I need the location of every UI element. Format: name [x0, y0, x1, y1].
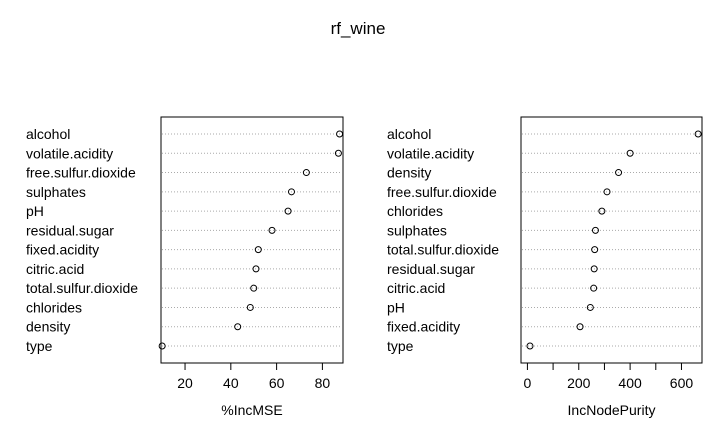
- row-label: pH: [387, 299, 405, 315]
- row-label: type: [26, 338, 53, 354]
- x-tick-label: 0: [524, 375, 532, 391]
- data-point: [336, 130, 344, 138]
- row-label: chlorides: [387, 203, 443, 219]
- data-point: [694, 130, 702, 138]
- x-tick-label: 400: [618, 375, 642, 391]
- data-point: [590, 265, 598, 273]
- row-label: volatile.acidity: [26, 145, 113, 161]
- row-label: fixed.acidity: [387, 319, 460, 335]
- row-label: free.sulfur.dioxide: [26, 165, 136, 181]
- plot-frame: [520, 116, 703, 364]
- data-point: [603, 188, 611, 196]
- row-label: sulphates: [26, 184, 86, 200]
- data-point: [284, 207, 292, 215]
- data-point: [268, 226, 276, 234]
- row-label: total.sulfur.dioxide: [26, 280, 138, 296]
- row-label: total.sulfur.dioxide: [387, 242, 499, 258]
- row-label: volatile.acidity: [387, 145, 474, 161]
- data-point: [626, 149, 634, 157]
- row-label: residual.sugar: [26, 222, 114, 238]
- data-point: [246, 303, 254, 311]
- data-point: [591, 226, 599, 234]
- x-tick-label: 60: [269, 375, 285, 391]
- x-tick-label: 200: [567, 375, 591, 391]
- x-tick-label: 40: [223, 375, 239, 391]
- data-point: [586, 303, 594, 311]
- data-point: [334, 149, 342, 157]
- x-tick-label: 20: [177, 375, 193, 391]
- data-point: [598, 207, 606, 215]
- data-point: [302, 169, 310, 177]
- x-tick-label: 80: [315, 375, 331, 391]
- data-point: [158, 342, 166, 350]
- plot-frame: [160, 116, 344, 364]
- row-label: density: [26, 319, 70, 335]
- row-label: alcohol: [26, 126, 70, 142]
- row-label: chlorides: [26, 299, 82, 315]
- data-point: [252, 265, 260, 273]
- row-label: pH: [26, 203, 44, 219]
- panel-incmse: alcohol volatile.acidity free.sulfur.dioxi…: [26, 116, 344, 418]
- data-point: [576, 323, 584, 331]
- row-label: residual.sugar: [387, 261, 475, 277]
- row-label: citric.acid: [387, 280, 445, 296]
- data-point: [250, 284, 258, 292]
- data-point: [234, 323, 242, 331]
- chart-title: rf_wine: [331, 19, 386, 38]
- panel-incnodepurity: alcohol volatile.acidity density free.sulfu…: [387, 116, 703, 418]
- row-label: alcohol: [387, 126, 431, 142]
- data-point: [590, 284, 598, 292]
- row-label: free.sulfur.dioxide: [387, 184, 497, 200]
- data-point: [526, 342, 534, 350]
- x-axis-label: %IncMSE: [221, 402, 282, 418]
- data-point: [254, 246, 262, 254]
- row-label: sulphates: [387, 222, 447, 238]
- data-point: [287, 188, 295, 196]
- row-label: type: [387, 338, 414, 354]
- data-point: [591, 246, 599, 254]
- x-axis-label: IncNodePurity: [568, 402, 656, 418]
- data-point: [615, 169, 623, 177]
- row-label: fixed.acidity: [26, 242, 99, 258]
- row-label: citric.acid: [26, 261, 84, 277]
- x-tick-label: 600: [670, 375, 694, 391]
- row-label: density: [387, 165, 431, 181]
